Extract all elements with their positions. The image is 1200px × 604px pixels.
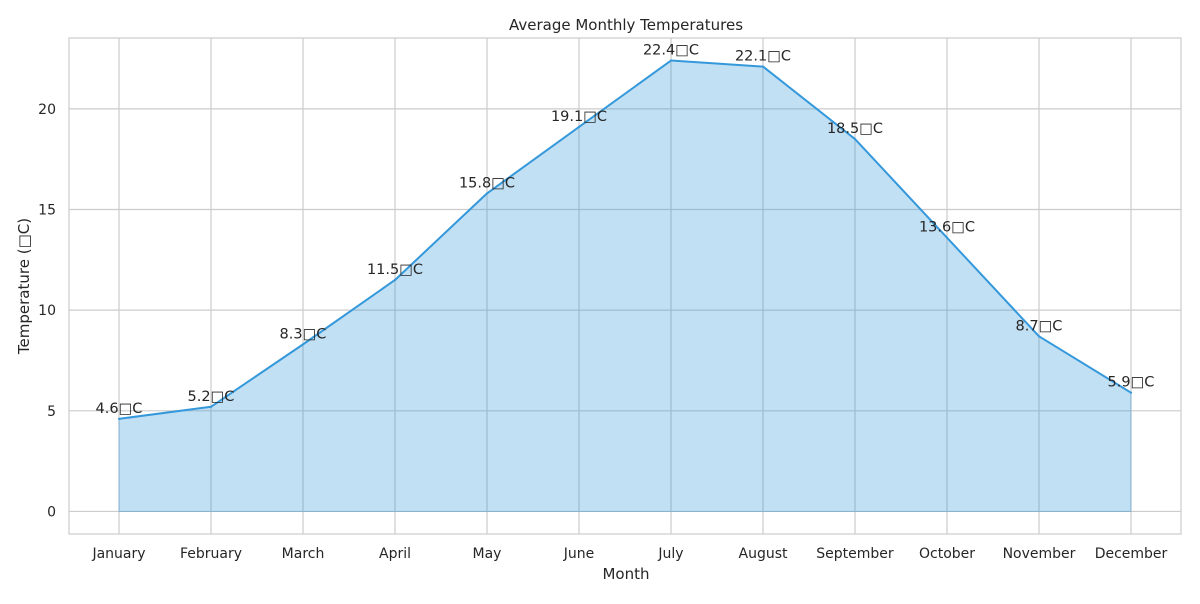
x-tick-label: April <box>379 546 411 562</box>
series-line-segment <box>118 405 212 420</box>
x-tick-label: January <box>91 546 145 562</box>
data-label: 22.4□C <box>643 43 699 59</box>
data-point <box>118 417 120 420</box>
data-label: 8.7□C <box>1016 318 1063 334</box>
x-tick-label: October <box>919 546 975 562</box>
x-tick-label: August <box>739 546 789 562</box>
series-line-segment <box>946 236 1040 338</box>
data-label: 8.3□C <box>280 326 327 342</box>
y-tick-label: 10 <box>38 303 56 319</box>
y-axis-title: Temperature (□C) <box>15 218 33 355</box>
x-tick-labels: January February March April May June July Augu… <box>91 546 1167 562</box>
x-tick-label: July <box>657 546 683 562</box>
data-label: 5.2□C <box>188 389 235 405</box>
plot-frame <box>68 37 1182 535</box>
series-line-segment <box>762 65 856 141</box>
x-tick-label: November <box>1003 546 1076 562</box>
data-point <box>302 343 304 346</box>
series-line-segment <box>854 138 948 239</box>
data-point <box>210 405 212 408</box>
x-tick-label: February <box>180 546 242 562</box>
data-point <box>670 59 672 62</box>
data-label: 22.1□C <box>735 49 791 65</box>
y-tick-label: 20 <box>38 102 56 118</box>
y-tick-label: 5 <box>47 404 56 420</box>
data-labels: 4.6□C 5.2□C 8.3□C 11.5□C 15.8□C 19.1□C 22.4□C 2… <box>96 43 1155 417</box>
y-tick-label: 0 <box>47 504 56 520</box>
data-label: 18.5□C <box>827 121 883 137</box>
series-line-segment <box>486 125 580 195</box>
data-label: 13.6□C <box>919 220 975 236</box>
x-tick-label: December <box>1095 546 1168 562</box>
y-tick-label: 15 <box>38 203 56 219</box>
plot-border <box>68 37 1182 535</box>
series-line-segment <box>394 192 488 281</box>
data-label: 4.6□C <box>96 401 143 417</box>
x-tick-label: March <box>282 546 325 562</box>
data-label: 5.9□C <box>1108 375 1155 391</box>
data-point <box>1038 335 1040 338</box>
data-label: 11.5□C <box>367 262 423 278</box>
data-point <box>1130 391 1132 394</box>
series-line-segment <box>1038 335 1132 394</box>
data-point <box>578 125 580 128</box>
grid-lines <box>69 38 1181 534</box>
series-line-segment <box>302 278 396 346</box>
x-tick-label: September <box>816 546 894 562</box>
series-line-segment <box>578 59 672 128</box>
chart-title: Average Monthly Temperatures <box>509 16 743 34</box>
area-fill <box>118 60 1132 512</box>
series-line-segment <box>670 59 764 68</box>
data-point <box>854 138 856 141</box>
y-tick-labels: 0 5 10 15 20 <box>38 102 56 521</box>
data-point <box>762 65 764 68</box>
data-label: 15.8□C <box>459 175 515 191</box>
data-point <box>486 192 488 195</box>
x-axis-title: Month <box>602 565 649 583</box>
area-series <box>118 59 1132 512</box>
series-line-segment <box>210 343 304 408</box>
x-tick-label: May <box>473 546 502 562</box>
data-point <box>394 278 396 281</box>
data-point <box>946 236 948 239</box>
data-label: 19.1□C <box>551 109 607 125</box>
x-tick-label: June <box>563 546 595 562</box>
